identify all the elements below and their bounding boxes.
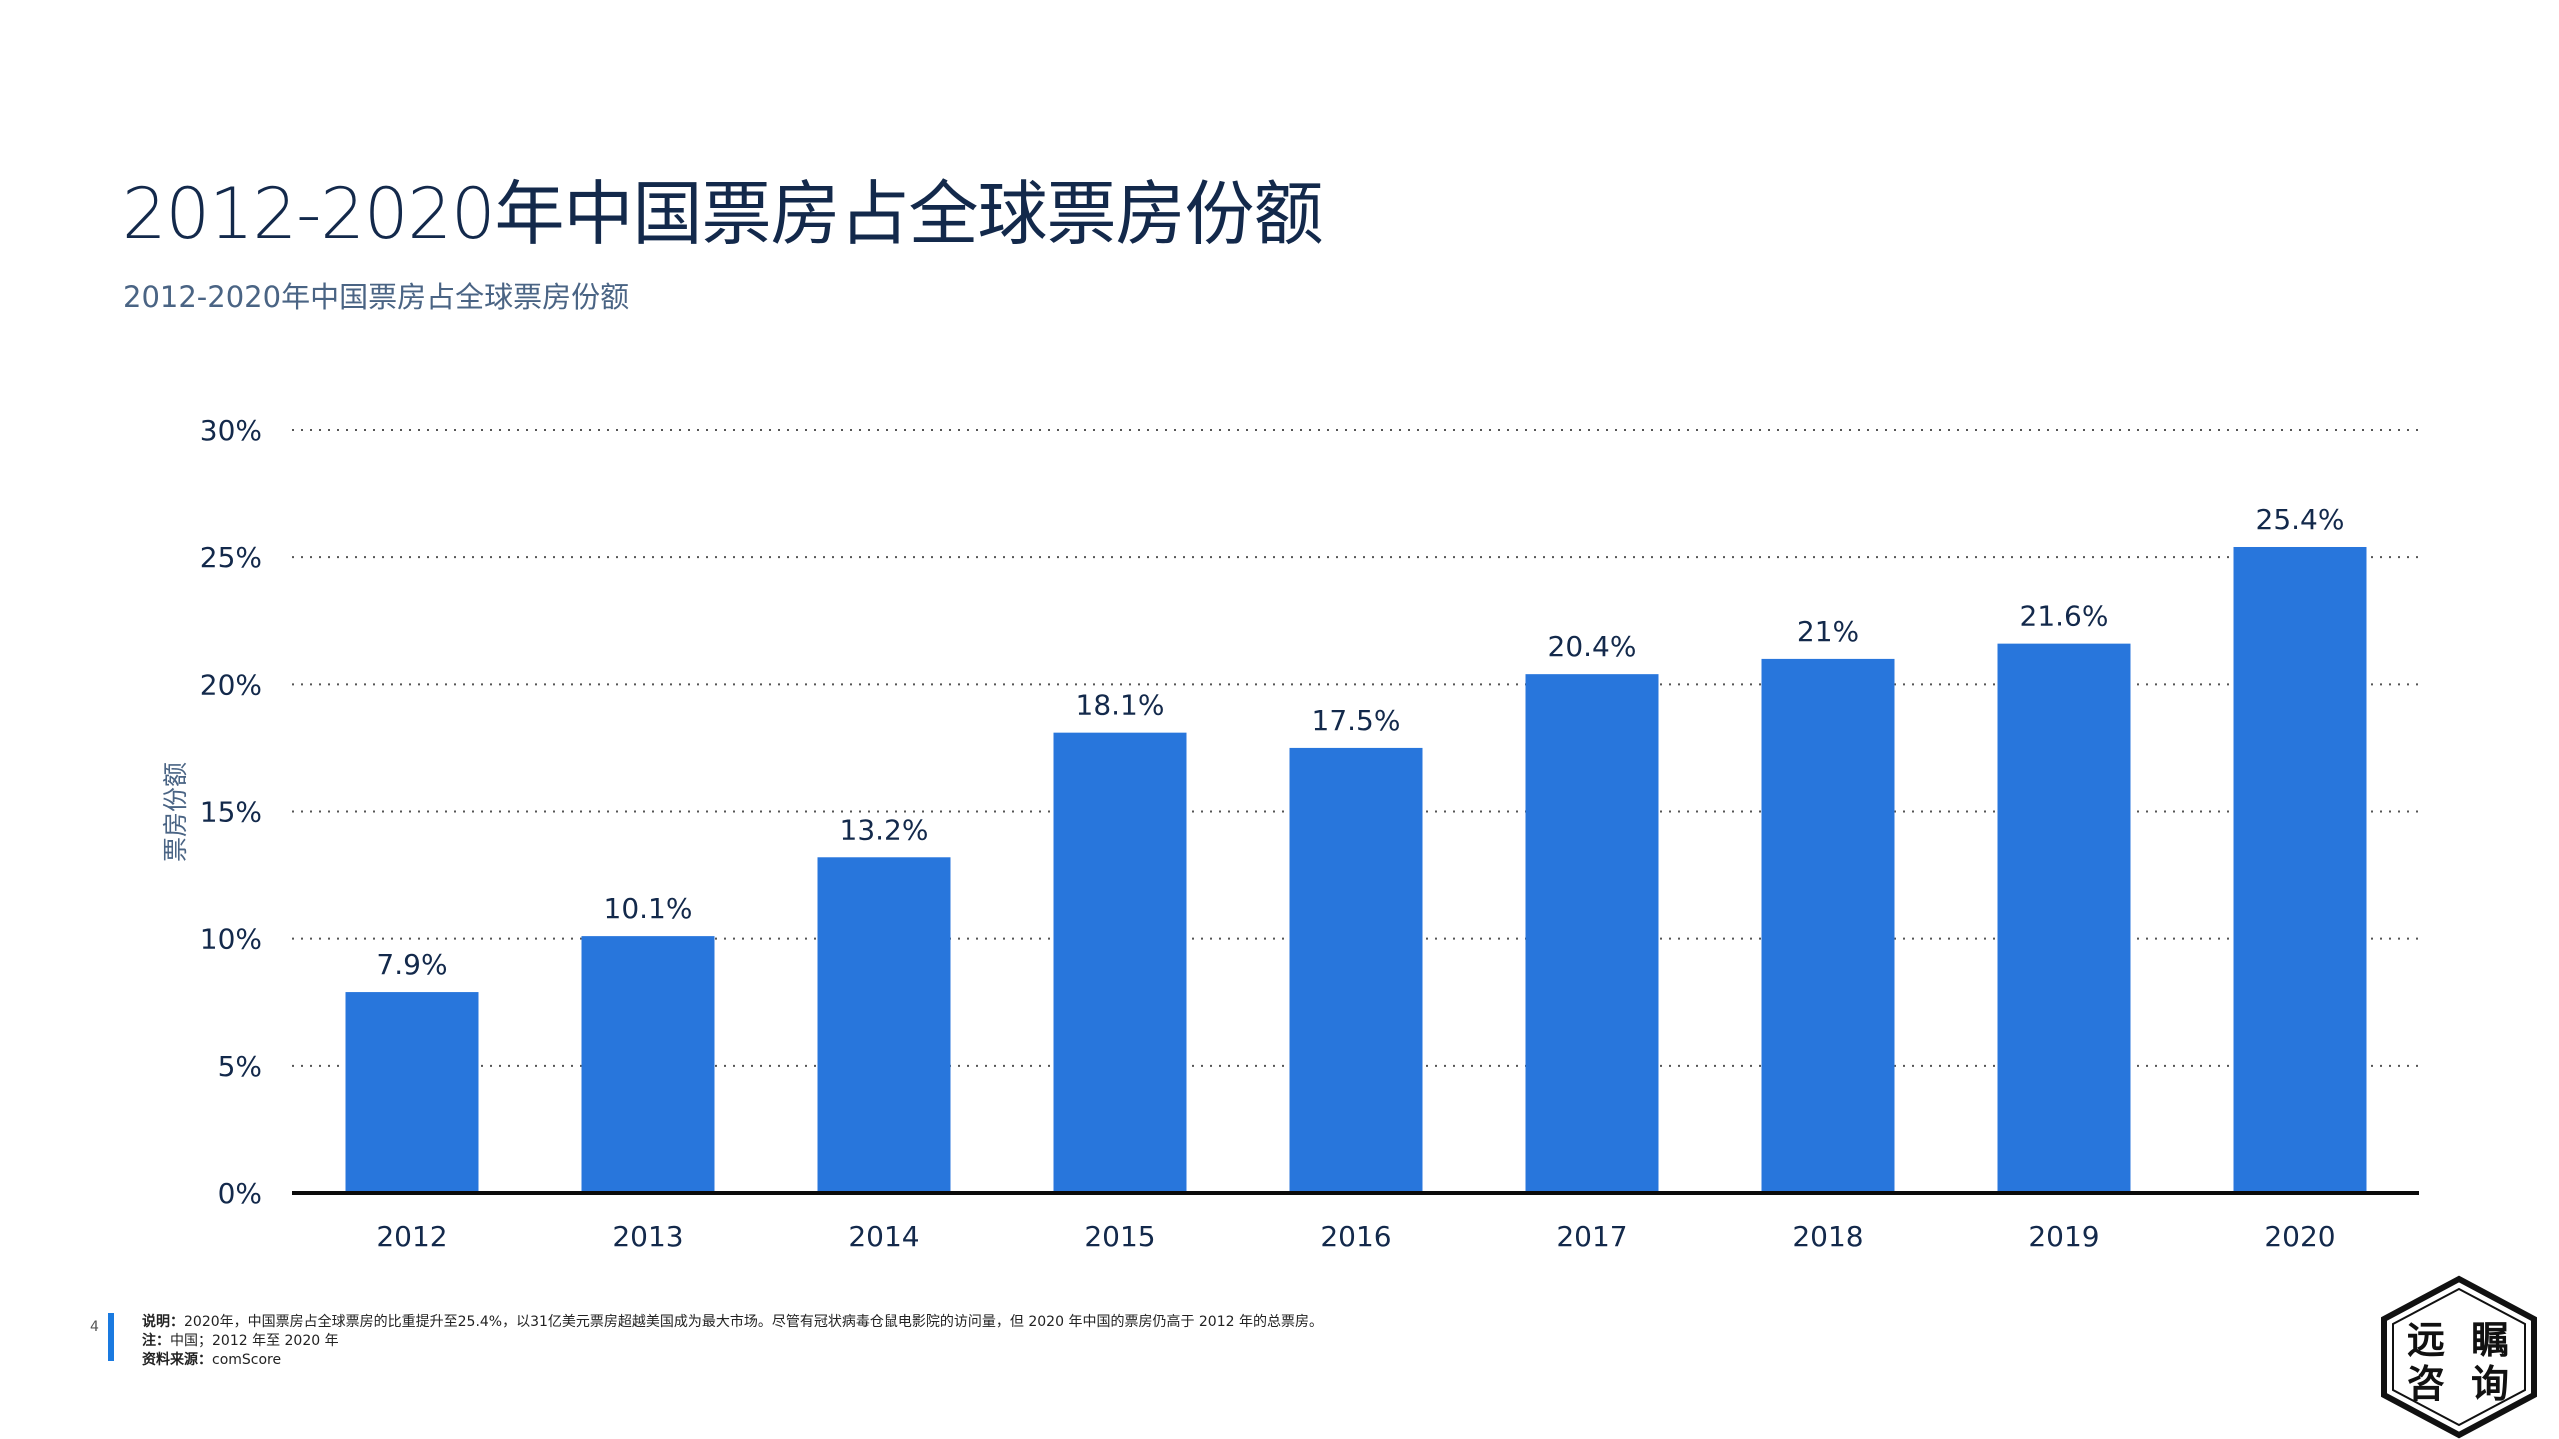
- remark-line: 注：中国；2012 年至 2020 年: [142, 1332, 1323, 1351]
- x-tick-label: 2013: [612, 1220, 683, 1253]
- bar: [817, 857, 951, 1193]
- page-title: 2012-2020年中国票房占全球票房份额: [122, 173, 1324, 255]
- y-tick-label: 10%: [200, 923, 262, 956]
- x-axis-ticks: 2012 2013 2014 2015 2016 2017 2018 2019 2020: [376, 1220, 2335, 1253]
- y-tick-label: 15%: [200, 796, 262, 829]
- y-axis-label: 票房份额: [161, 762, 190, 862]
- data-label: 21.6%: [2020, 600, 2109, 633]
- page-number: 4: [90, 1319, 99, 1335]
- y-tick-label: 20%: [200, 668, 262, 701]
- x-tick-label: 2012: [376, 1220, 447, 1253]
- x-tick-label: 2015: [1084, 1220, 1155, 1253]
- source-label: 资料来源：: [142, 1352, 212, 1368]
- bar: [1289, 747, 1423, 1193]
- logo-character: 咨: [2407, 1362, 2445, 1406]
- bar: [1053, 732, 1187, 1193]
- logo-character: 瞩: [2471, 1318, 2509, 1362]
- data-label: 13.2%: [840, 813, 929, 846]
- data-label: 21%: [1797, 615, 1859, 648]
- bar: [1525, 674, 1659, 1193]
- y-tick-label: 30%: [200, 414, 262, 447]
- company-logo: 远 瞩 咨 询: [2381, 1275, 2537, 1439]
- note-line: 说明：2020年，中国票房占全球票房的比重提升至25.4%，以31亿美元票房超越…: [142, 1313, 1323, 1332]
- x-tick-label: 2017: [1556, 1220, 1627, 1253]
- page-subtitle: 2012-2020年中国票房占全球票房份额: [123, 280, 630, 314]
- bar: [581, 936, 715, 1193]
- note-label: 说明：: [142, 1314, 184, 1330]
- data-label: 25.4%: [2256, 503, 2345, 536]
- remark-text: 中国；2012 年至 2020 年: [170, 1333, 339, 1349]
- logo-character: 远: [2407, 1318, 2445, 1362]
- logo-character: 询: [2471, 1362, 2509, 1406]
- note-text: 2020年，中国票房占全球票房的比重提升至25.4%，以31亿美元票房超越美国成…: [184, 1314, 1323, 1330]
- x-tick-label: 2019: [2028, 1220, 2099, 1253]
- y-tick-label: 25%: [200, 541, 262, 574]
- data-label: 7.9%: [376, 948, 447, 981]
- y-axis-ticks: 0% 5% 10% 15% 20% 25% 30%: [200, 414, 262, 1210]
- y-tick-label: 0%: [218, 1177, 262, 1210]
- x-tick-label: 2016: [1320, 1220, 1391, 1253]
- bar: [1761, 658, 1895, 1193]
- bars: [345, 546, 2367, 1193]
- source-line: 资料来源：comScore: [142, 1351, 1323, 1370]
- data-labels: 7.9% 10.1% 13.2% 18.1% 17.5% 20.4% 21% 21.6% 25.…: [376, 503, 2344, 981]
- bar: [2233, 546, 2367, 1193]
- data-label: 17.5%: [1312, 704, 1401, 737]
- x-tick-label: 2018: [1792, 1220, 1863, 1253]
- bar: [1997, 643, 2131, 1193]
- footer-accent-bar: [108, 1313, 114, 1361]
- remark-label: 注：: [142, 1333, 170, 1349]
- bar: [345, 992, 479, 1193]
- x-tick-label: 2014: [848, 1220, 919, 1253]
- data-label: 20.4%: [1548, 630, 1637, 663]
- x-tick-label: 2020: [2264, 1220, 2335, 1253]
- y-tick-label: 5%: [218, 1050, 262, 1083]
- data-label: 18.1%: [1076, 689, 1165, 722]
- bar-chart: 7.9% 10.1% 13.2% 18.1% 17.5% 20.4% 21% 21.6% 25.…: [161, 414, 2419, 1253]
- source-text: comScore: [212, 1352, 282, 1368]
- data-label: 10.1%: [604, 892, 693, 925]
